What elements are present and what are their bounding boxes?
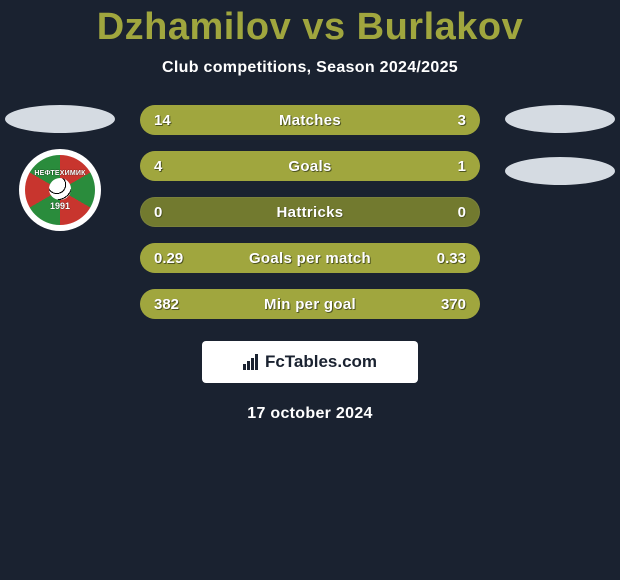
left-player-col: НЕФТЕХИМИК 1991 bbox=[0, 105, 120, 231]
stat-row: Min per goal382 370 bbox=[140, 289, 480, 319]
subtitle: Club competitions, Season 2024/2025 bbox=[0, 59, 620, 77]
stat-label: Hattricks bbox=[140, 197, 480, 227]
badge-year: 1991 bbox=[50, 201, 70, 211]
stat-value-right: 370 bbox=[441, 289, 466, 319]
badge-ball-icon bbox=[49, 178, 71, 200]
player2-photo-placeholder bbox=[505, 105, 615, 133]
brand-bars-icon bbox=[243, 354, 261, 370]
stat-row: Hattricks0 0 bbox=[140, 197, 480, 227]
stat-value-left: 382 bbox=[154, 289, 179, 319]
right-player-col bbox=[500, 105, 620, 185]
badge-top-text: НЕФТЕХИМИК bbox=[34, 170, 85, 177]
stat-label: Min per goal bbox=[140, 289, 480, 319]
stat-row: Goals4 1 bbox=[140, 151, 480, 181]
stat-label: Goals per match bbox=[140, 243, 480, 273]
stat-value-right: 0.33 bbox=[437, 243, 466, 273]
stat-value-left: 0.29 bbox=[154, 243, 183, 273]
comparison-content: НЕФТЕХИМИК 1991 Matches14 3 Goals4 1 Hattric… bbox=[0, 105, 620, 319]
player1-photo-placeholder bbox=[5, 105, 115, 133]
player1-team-badge: НЕФТЕХИМИК 1991 bbox=[19, 149, 101, 231]
stat-value-left: 14 bbox=[154, 105, 171, 135]
stat-row: Matches14 3 bbox=[140, 105, 480, 135]
stat-row: Goals per match0.29 0.33 bbox=[140, 243, 480, 273]
brand-box[interactable]: FcTables.com bbox=[202, 341, 418, 383]
brand-text: FcTables.com bbox=[265, 352, 377, 372]
stat-value-right: 1 bbox=[458, 151, 466, 181]
stat-label: Goals bbox=[140, 151, 480, 181]
player2-team-placeholder bbox=[505, 157, 615, 185]
date-text: 17 october 2024 bbox=[0, 405, 620, 423]
stat-value-left: 4 bbox=[154, 151, 162, 181]
stat-value-left: 0 bbox=[154, 197, 162, 227]
page-title: Dzhamilov vs Burlakov bbox=[0, 0, 620, 49]
stat-value-right: 3 bbox=[458, 105, 466, 135]
stat-value-right: 0 bbox=[458, 197, 466, 227]
stat-label: Matches bbox=[140, 105, 480, 135]
stat-bars: Matches14 3 Goals4 1 Hattricks0 0 Goals per ma… bbox=[120, 105, 500, 319]
